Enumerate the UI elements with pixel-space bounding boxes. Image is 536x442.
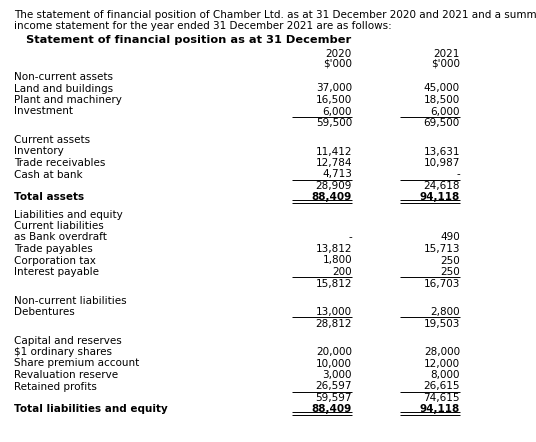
Text: Investment: Investment — [14, 107, 73, 117]
Text: 12,784: 12,784 — [316, 158, 352, 168]
Text: 1,800: 1,800 — [322, 255, 352, 266]
Text: Interest payable: Interest payable — [14, 267, 99, 277]
Text: Cash at bank: Cash at bank — [14, 169, 83, 179]
Text: 69,500: 69,500 — [424, 118, 460, 128]
Text: 20,000: 20,000 — [316, 347, 352, 357]
Text: 12,000: 12,000 — [424, 358, 460, 369]
Text: income statement for the year ended 31 December 2021 are as follows:: income statement for the year ended 31 D… — [14, 21, 392, 31]
Text: 94,118: 94,118 — [420, 404, 460, 415]
Text: 16,500: 16,500 — [316, 95, 352, 105]
Text: 4,713: 4,713 — [322, 169, 352, 179]
Text: Statement of financial position as at 31 December: Statement of financial position as at 31… — [26, 35, 351, 45]
Text: The statement of financial position of Chamber Ltd. as at 31 December 2020 and 2: The statement of financial position of C… — [14, 10, 536, 20]
Text: 2,800: 2,800 — [430, 307, 460, 317]
Text: 250: 250 — [440, 267, 460, 277]
Text: Non-current assets: Non-current assets — [14, 72, 113, 82]
Text: $1 ordinary shares: $1 ordinary shares — [14, 347, 112, 357]
Text: as Bank overdraft: as Bank overdraft — [14, 232, 107, 243]
Text: 3,000: 3,000 — [323, 370, 352, 380]
Text: 59,500: 59,500 — [316, 118, 352, 128]
Text: 59,597: 59,597 — [316, 393, 352, 403]
Text: Current assets: Current assets — [14, 135, 90, 145]
Text: Trade receivables: Trade receivables — [14, 158, 106, 168]
Text: 15,812: 15,812 — [316, 278, 352, 289]
Text: Capital and reserves: Capital and reserves — [14, 335, 122, 346]
Text: 74,615: 74,615 — [423, 393, 460, 403]
Text: 28,000: 28,000 — [424, 347, 460, 357]
Text: Land and buildings: Land and buildings — [14, 84, 113, 94]
Text: 88,409: 88,409 — [312, 404, 352, 415]
Text: Share premium account: Share premium account — [14, 358, 139, 369]
Text: Revaluation reserve: Revaluation reserve — [14, 370, 118, 380]
Text: 13,631: 13,631 — [423, 146, 460, 156]
Text: 11,412: 11,412 — [316, 146, 352, 156]
Text: 6,000: 6,000 — [323, 107, 352, 117]
Text: 28,909: 28,909 — [316, 181, 352, 191]
Text: Debentures: Debentures — [14, 307, 75, 317]
Text: Corporation tax: Corporation tax — [14, 255, 96, 266]
Text: $'000: $'000 — [431, 59, 460, 69]
Text: Total assets: Total assets — [14, 193, 84, 202]
Text: 26,597: 26,597 — [316, 381, 352, 392]
Text: -: - — [456, 169, 460, 179]
Text: 2021: 2021 — [434, 49, 460, 59]
Text: 94,118: 94,118 — [420, 193, 460, 202]
Text: 2020: 2020 — [326, 49, 352, 59]
Text: Current liabilities: Current liabilities — [14, 221, 104, 231]
Text: 37,000: 37,000 — [316, 84, 352, 94]
Text: 16,703: 16,703 — [423, 278, 460, 289]
Text: $'000: $'000 — [323, 59, 352, 69]
Text: 24,618: 24,618 — [423, 181, 460, 191]
Text: Inventory: Inventory — [14, 146, 64, 156]
Text: 18,500: 18,500 — [424, 95, 460, 105]
Text: 45,000: 45,000 — [424, 84, 460, 94]
Text: Plant and machinery: Plant and machinery — [14, 95, 122, 105]
Text: 490: 490 — [440, 232, 460, 243]
Text: 200: 200 — [332, 267, 352, 277]
Text: 15,713: 15,713 — [423, 244, 460, 254]
Text: 13,000: 13,000 — [316, 307, 352, 317]
Text: 28,812: 28,812 — [316, 319, 352, 328]
Text: -: - — [348, 232, 352, 243]
Text: 88,409: 88,409 — [312, 193, 352, 202]
Text: 10,987: 10,987 — [423, 158, 460, 168]
Text: 13,812: 13,812 — [316, 244, 352, 254]
Text: Non-current liabilities: Non-current liabilities — [14, 296, 126, 305]
Text: 10,000: 10,000 — [316, 358, 352, 369]
Text: 6,000: 6,000 — [430, 107, 460, 117]
Text: Trade payables: Trade payables — [14, 244, 93, 254]
Text: Retained profits: Retained profits — [14, 381, 97, 392]
Text: 19,503: 19,503 — [423, 319, 460, 328]
Text: 250: 250 — [440, 255, 460, 266]
Text: Total liabilities and equity: Total liabilities and equity — [14, 404, 168, 415]
Text: 8,000: 8,000 — [430, 370, 460, 380]
Text: Liabilities and equity: Liabilities and equity — [14, 210, 123, 220]
Text: 26,615: 26,615 — [423, 381, 460, 392]
